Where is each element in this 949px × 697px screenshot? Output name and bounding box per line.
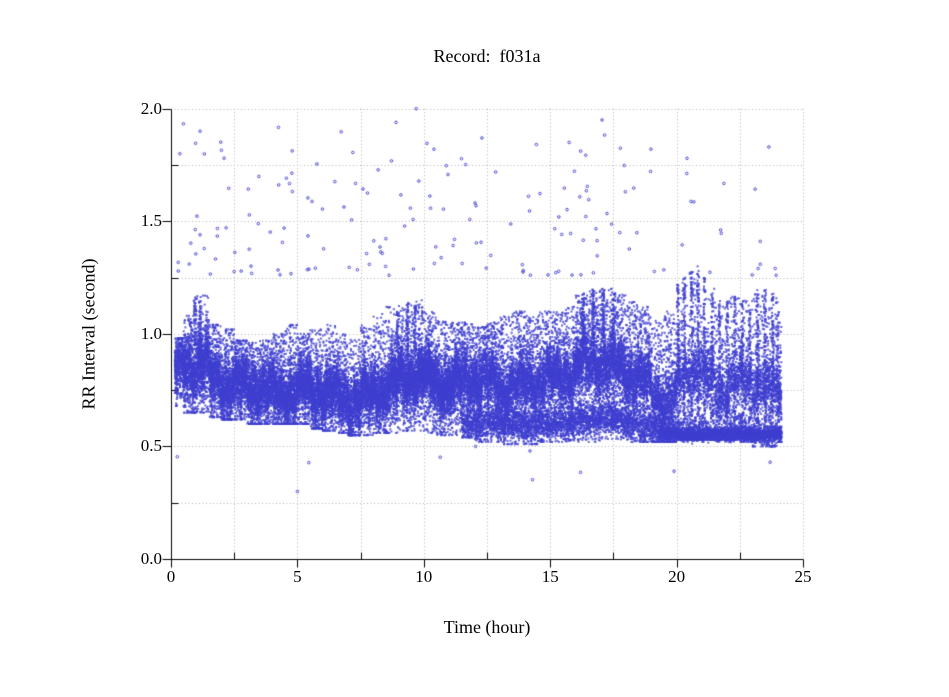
y-axis-label: RR Interval (second) [78, 258, 99, 410]
x-tick-label: 15 [541, 567, 559, 586]
y-tick-label: 1.0 [140, 323, 162, 343]
x-tick-label: 20 [668, 567, 686, 586]
x-tick-label: 0 [166, 567, 176, 586]
x-tick-label: 10 [415, 567, 433, 586]
y-tick-label: 1.5 [140, 211, 162, 231]
y-tick-label: 0.0 [140, 549, 162, 568]
x-axis-label: Time (hour) [443, 617, 531, 637]
chart-title: Record: f031a [433, 46, 541, 66]
x-tick-label: 25 [794, 567, 812, 586]
y-tick-label: 2.0 [140, 98, 162, 118]
x-tick-label: 5 [293, 567, 302, 586]
y-tick-label: 0.5 [140, 436, 162, 456]
